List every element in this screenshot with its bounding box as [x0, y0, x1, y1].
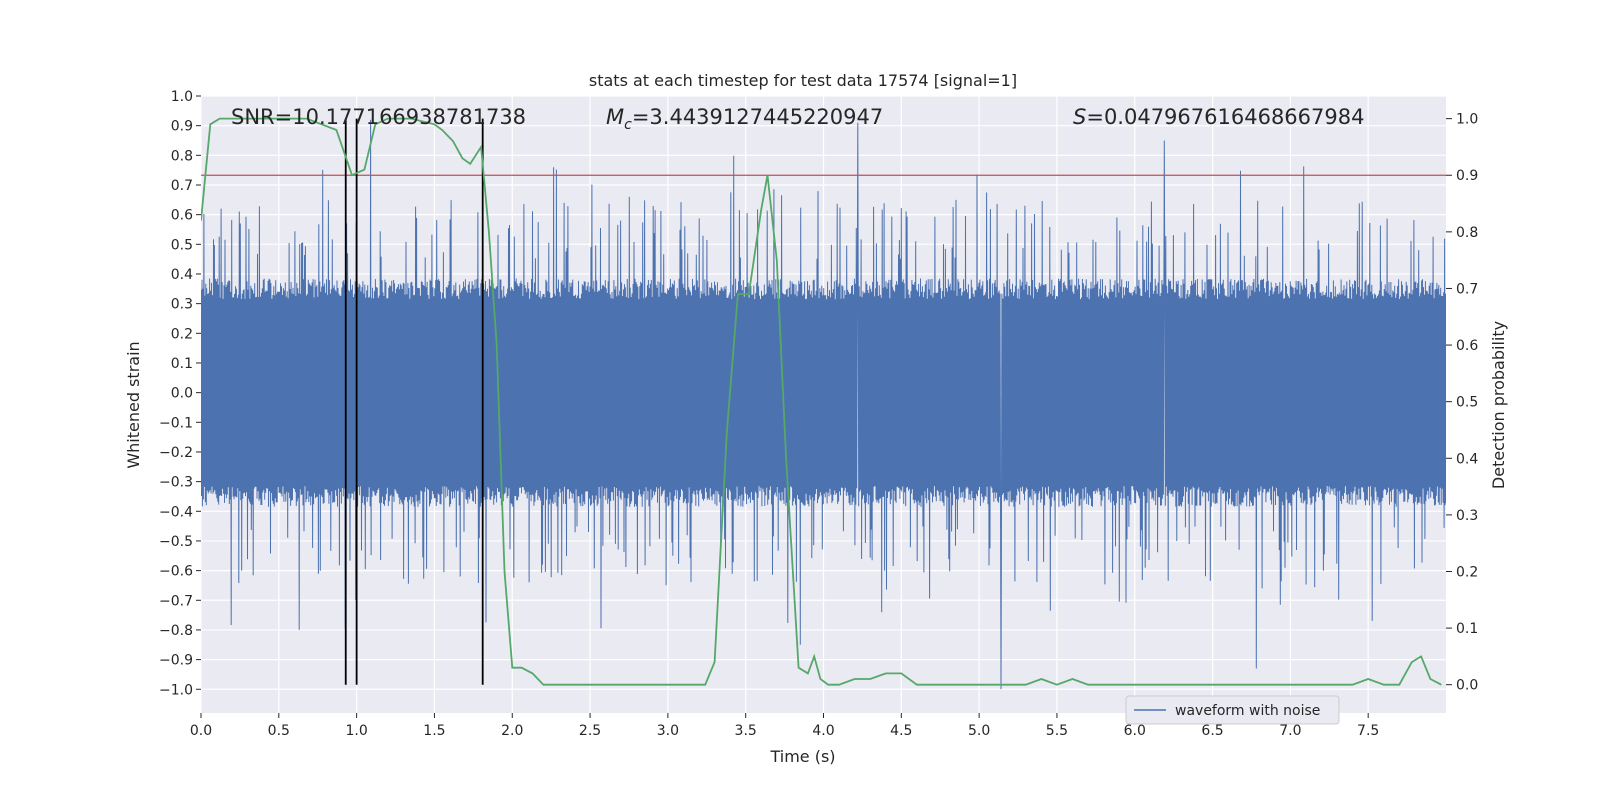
- s-annotation: S=0.047967616468667984: [1073, 105, 1364, 129]
- x-tick-label: 7.0: [1279, 723, 1301, 739]
- y-right-axis-label: Detection probability: [1489, 321, 1508, 489]
- x-tick-label: 5.0: [968, 723, 990, 739]
- detection-probability-line: [201, 117, 1442, 686]
- y-right-tick-label: 1.0: [1456, 112, 1478, 128]
- x-tick-label: 3.0: [657, 723, 679, 739]
- y-right-tick-label: 0.8: [1456, 225, 1478, 241]
- chirp-mass-annotation: Mc=3.4439127445220947: [606, 105, 883, 133]
- waveform-line: [201, 119, 1446, 690]
- chart-title: stats at each timestep for test data 175…: [589, 71, 1017, 90]
- legend: waveform with noise: [1125, 695, 1340, 725]
- chirp-mass-subscript: c: [624, 117, 632, 133]
- y-left-tick-label: −0.9: [159, 653, 193, 669]
- snr-annotation: SNR=10.177166938781738: [231, 105, 526, 129]
- x-tick-label: 1.0: [345, 723, 367, 739]
- y-left-tick-label: −0.5: [159, 534, 193, 550]
- y-right-tick-label: 0.0: [1456, 678, 1478, 694]
- chirp-mass-value: =3.4439127445220947: [632, 105, 883, 129]
- y-left-tick-label: −0.3: [159, 475, 193, 491]
- x-tick-label: 3.5: [735, 723, 757, 739]
- y-left-tick-label: −0.6: [159, 564, 193, 580]
- x-tick-label: 1.5: [423, 723, 445, 739]
- y-left-tick-label: 0.8: [171, 148, 193, 164]
- y-left-tick-label: 0.9: [171, 119, 193, 135]
- y-right-tick-label: 0.4: [1456, 451, 1478, 467]
- y-left-tick-label: −0.2: [159, 445, 193, 461]
- y-left-tick-label: 0.4: [171, 267, 193, 283]
- y-right-tick-label: 0.1: [1456, 621, 1478, 637]
- y-left-tick-label: 0.5: [171, 237, 193, 253]
- y-left-tick-label: 0.6: [171, 208, 193, 224]
- y-right-axis-ticks: 1.0 0.9 0.8 0.7 0.6 0.5 0.4 0.3 0.2 0.1 0.0: [1446, 112, 1478, 694]
- legend-label: waveform with noise: [1175, 703, 1320, 719]
- x-tick-label: 4.5: [890, 723, 912, 739]
- waveform-series: [201, 119, 1446, 690]
- y-right-tick-label: 0.2: [1456, 564, 1478, 580]
- y-left-tick-label: 0.1: [171, 356, 193, 372]
- x-tick-label: 0.0: [190, 723, 212, 739]
- x-axis-ticks: 0.0 0.5 1.0 1.5 2.0 2.5 3.0 3.5 4.0 4.5 5.0 5.5 6.0 6…: [190, 713, 1379, 739]
- x-tick-label: 7.5: [1357, 723, 1379, 739]
- x-tick-label: 2.5: [579, 723, 601, 739]
- s-symbol: S: [1073, 105, 1086, 129]
- y-left-tick-label: 0.0: [171, 386, 193, 402]
- x-tick-label: 5.5: [1046, 723, 1068, 739]
- y-right-tick-label: 0.3: [1456, 508, 1478, 524]
- y-left-axis-ticks: 1.0 0.9 0.8 0.7 0.6 0.5 0.4 0.3 0.2 0.1 0.0 −0.1 −0.…: [159, 89, 201, 698]
- y-right-tick-label: 0.9: [1456, 168, 1478, 184]
- legend-box: [1125, 695, 1340, 725]
- x-tick-label: 2.0: [501, 723, 523, 739]
- y-left-tick-label: 0.7: [171, 178, 193, 194]
- y-right-tick-label: 0.5: [1456, 395, 1478, 411]
- y-left-tick-label: 0.2: [171, 326, 193, 342]
- y-left-tick-label: −0.1: [159, 415, 193, 431]
- x-tick-label: 0.5: [268, 723, 290, 739]
- s-value: =0.047967616468667984: [1086, 105, 1364, 129]
- x-axis-label: Time (s): [769, 747, 835, 766]
- y-left-tick-label: −0.4: [159, 504, 193, 520]
- y-right-tick-label: 0.7: [1456, 281, 1478, 297]
- chirp-mass-symbol: M: [606, 105, 624, 129]
- y-left-tick-label: 0.3: [171, 297, 193, 313]
- y-left-axis-label: Whitened strain: [124, 341, 143, 468]
- vertical-markers: [344, 118, 484, 685]
- y-left-tick-label: −1.0: [159, 682, 193, 698]
- y-left-tick-label: −0.8: [159, 623, 193, 639]
- y-right-tick-label: 0.6: [1456, 338, 1478, 354]
- y-left-tick-label: 1.0: [171, 89, 193, 105]
- x-tick-label: 6.0: [1124, 723, 1146, 739]
- x-tick-label: 6.5: [1201, 723, 1223, 739]
- x-tick-label: 4.0: [812, 723, 834, 739]
- y-left-tick-label: −0.7: [159, 593, 193, 609]
